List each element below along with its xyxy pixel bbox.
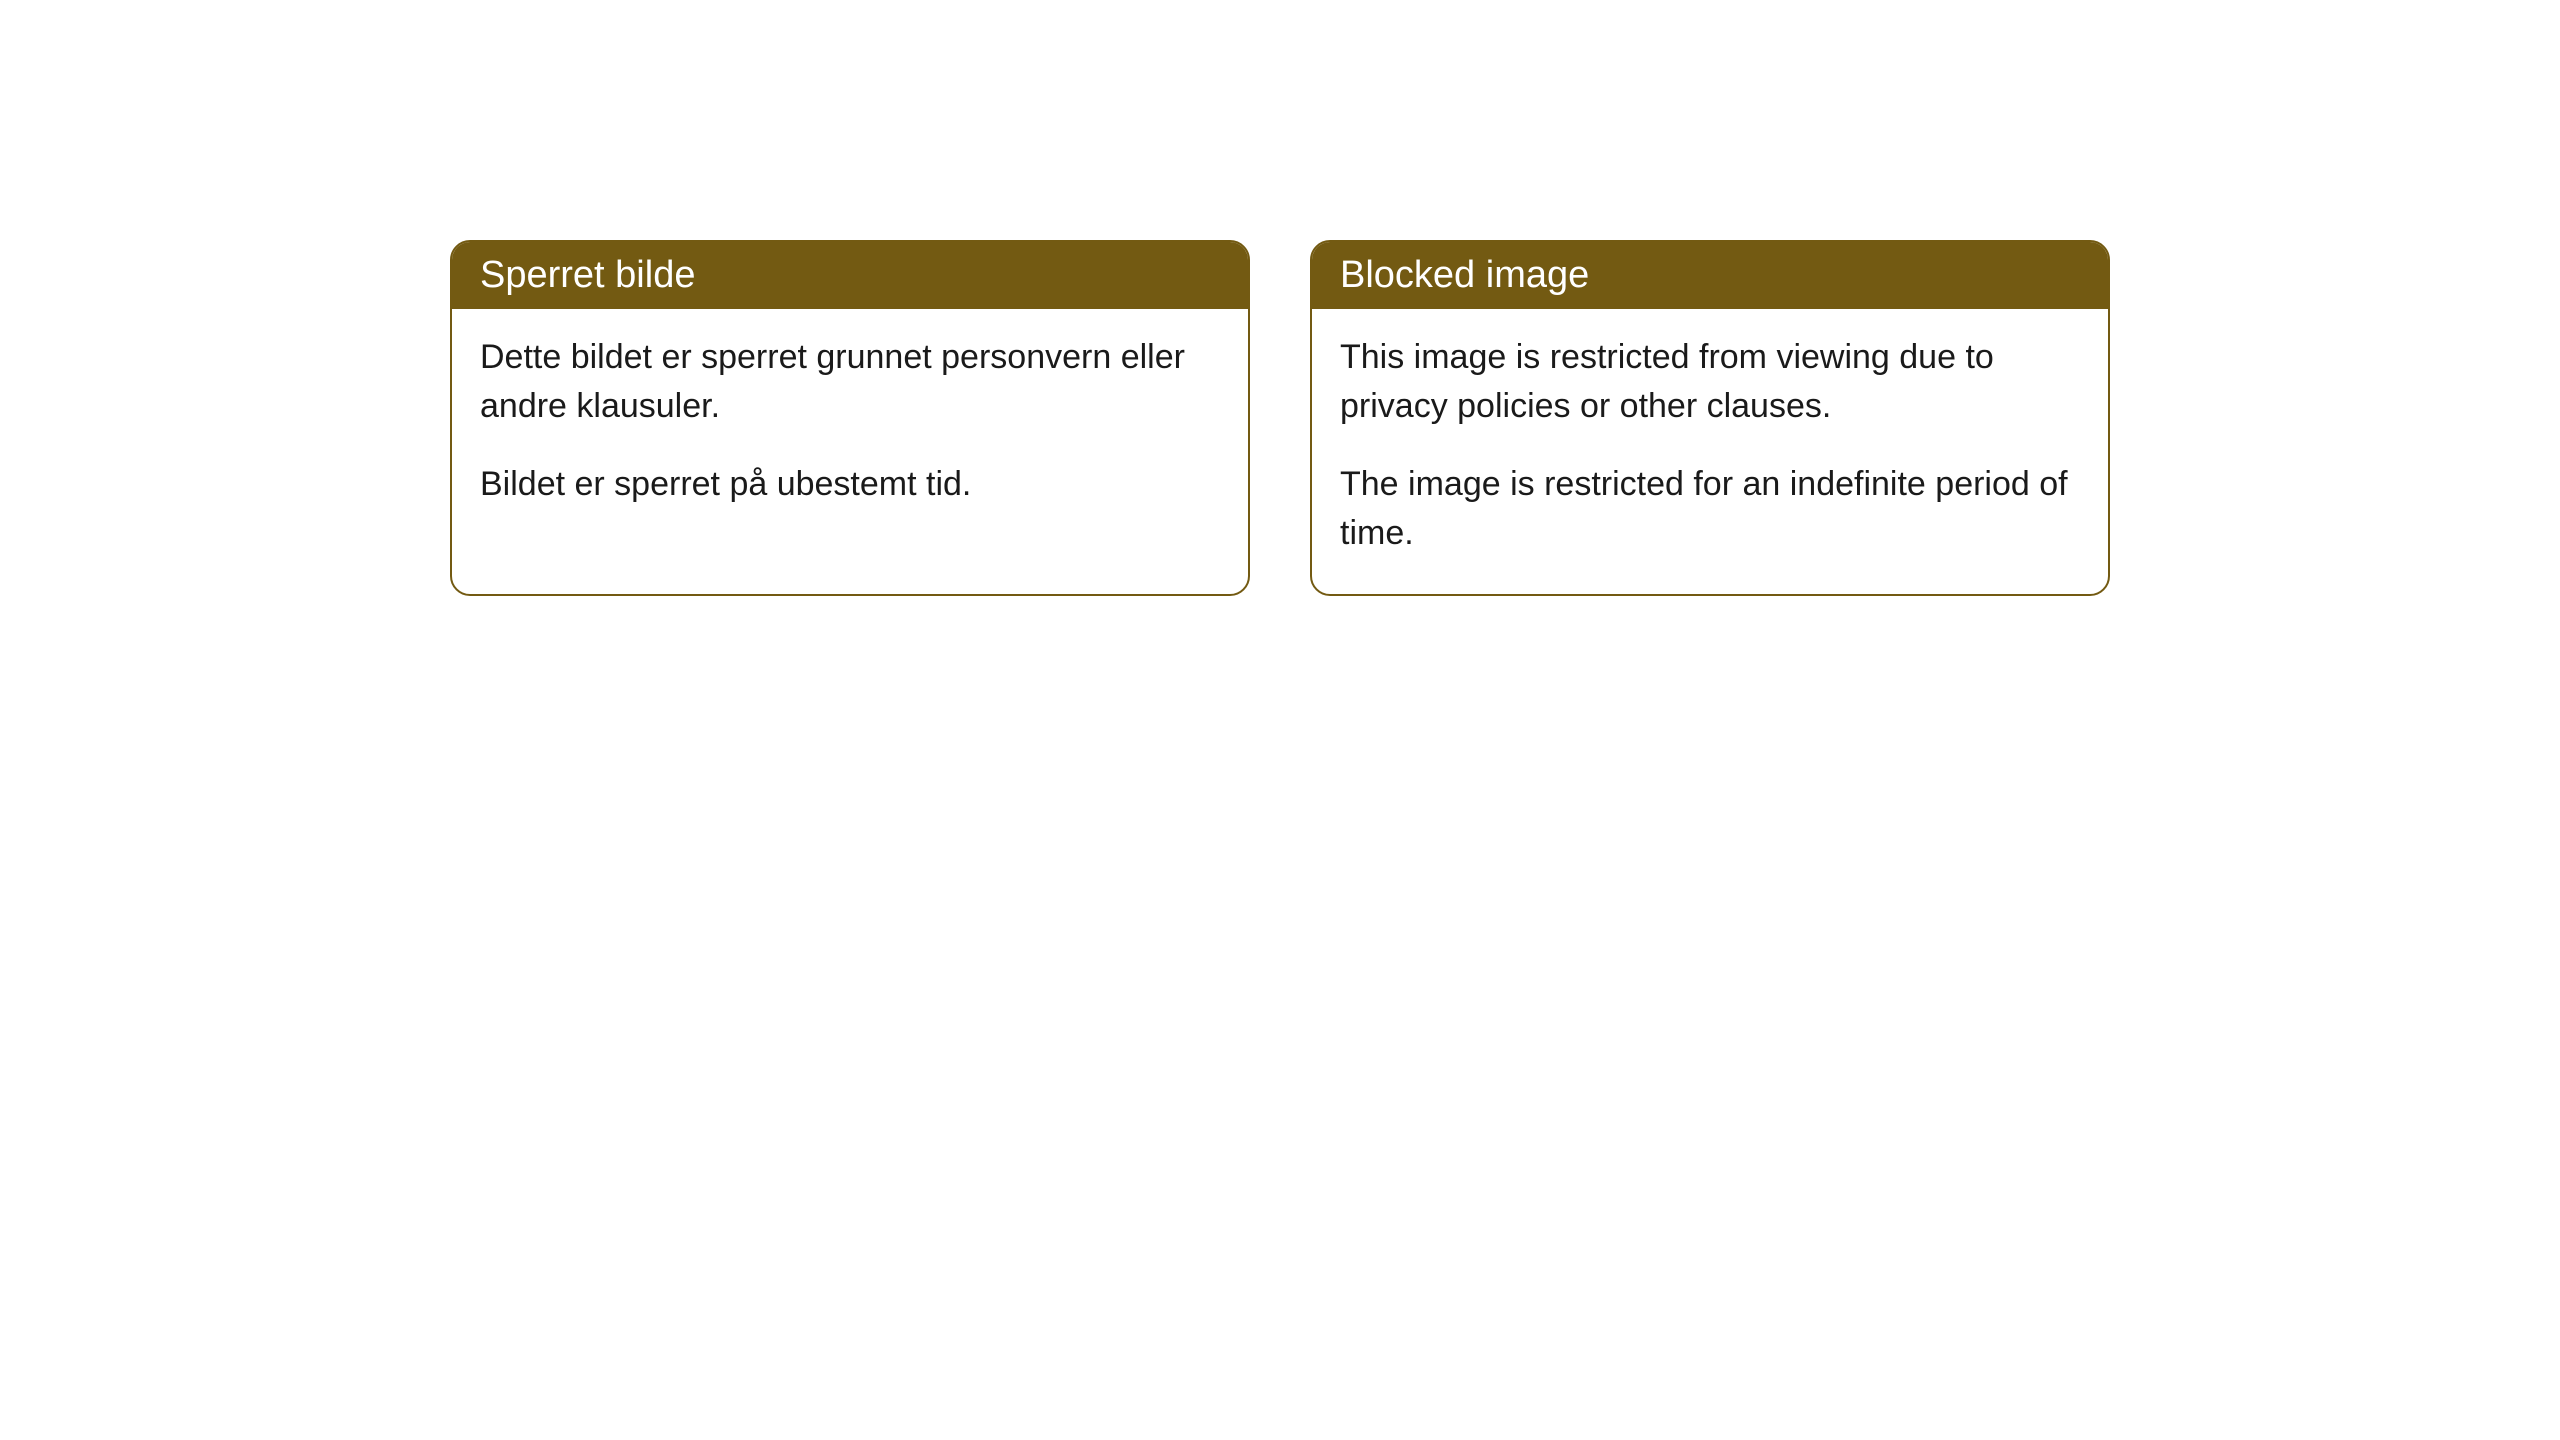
card-paragraph: The image is restricted for an indefinit…: [1340, 460, 2080, 559]
blocked-image-card-english: Blocked image This image is restricted f…: [1310, 240, 2110, 596]
card-paragraph: Bildet er sperret på ubestemt tid.: [480, 460, 1220, 509]
card-body: This image is restricted from viewing du…: [1312, 309, 2108, 594]
card-header: Blocked image: [1312, 242, 2108, 309]
card-title: Sperret bilde: [480, 254, 695, 296]
card-body: Dette bildet er sperret grunnet personve…: [452, 309, 1248, 545]
blocked-image-card-norwegian: Sperret bilde Dette bildet er sperret gr…: [450, 240, 1250, 596]
card-paragraph: Dette bildet er sperret grunnet personve…: [480, 333, 1220, 432]
card-paragraph: This image is restricted from viewing du…: [1340, 333, 2080, 432]
card-header: Sperret bilde: [452, 242, 1248, 309]
notice-cards-container: Sperret bilde Dette bildet er sperret gr…: [450, 240, 2110, 596]
card-title: Blocked image: [1340, 254, 1589, 296]
